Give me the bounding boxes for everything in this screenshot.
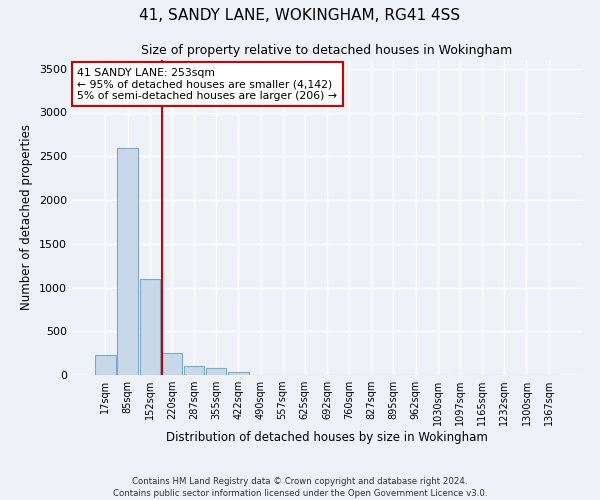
Bar [118,148,138,375]
Title: Size of property relative to detached houses in Wokingham: Size of property relative to detached ho… [142,44,512,58]
Bar [184,366,204,375]
Bar [228,372,248,375]
X-axis label: Distribution of detached houses by size in Wokingham: Distribution of detached houses by size … [166,431,488,444]
Bar [161,353,182,375]
Text: Contains HM Land Registry data © Crown copyright and database right 2024.
Contai: Contains HM Land Registry data © Crown c… [113,476,487,498]
Bar [206,368,226,375]
Y-axis label: Number of detached properties: Number of detached properties [20,124,34,310]
Text: 41, SANDY LANE, WOKINGHAM, RG41 4SS: 41, SANDY LANE, WOKINGHAM, RG41 4SS [139,8,461,22]
Bar [140,279,160,375]
Bar [95,355,116,375]
Text: 41 SANDY LANE: 253sqm
← 95% of detached houses are smaller (4,142)
5% of semi-de: 41 SANDY LANE: 253sqm ← 95% of detached … [77,68,337,101]
